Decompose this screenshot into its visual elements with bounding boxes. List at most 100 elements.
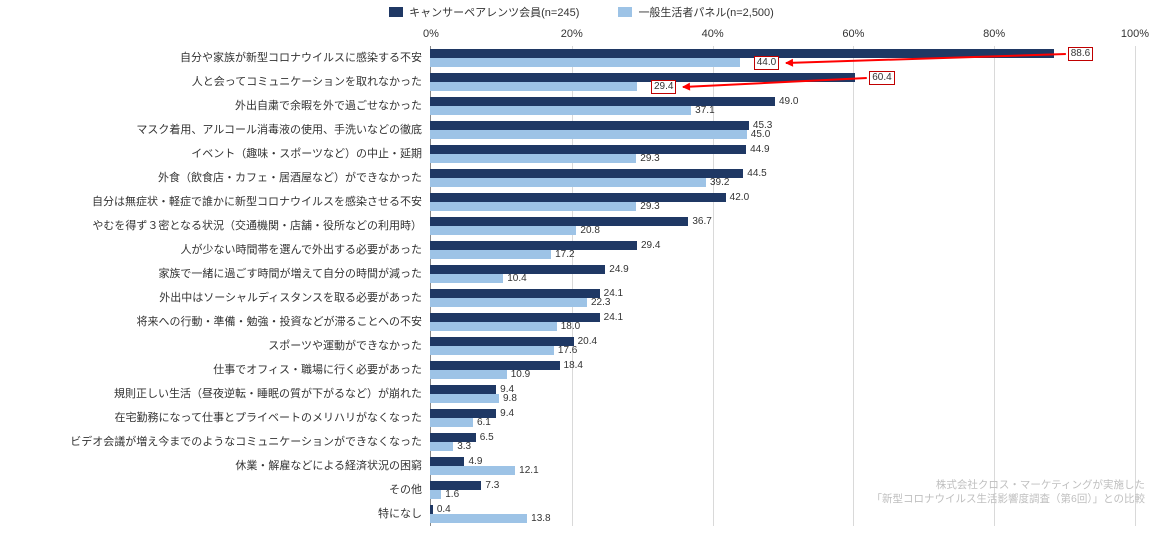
value-label-s1: 9.4 <box>500 409 514 418</box>
chart-row: 規則正しい生活（昼夜逆転・睡眠の質が下がるなど）が崩れた <box>0 382 1163 406</box>
value-label-s1: 36.7 <box>692 217 711 226</box>
bar-series2 <box>430 130 747 139</box>
bar-series2 <box>430 394 499 403</box>
legend-swatch-s1 <box>389 7 403 17</box>
value-label-s2: 29.3 <box>640 154 659 163</box>
bar-series2 <box>430 178 706 187</box>
legend-item-series1: キャンサーペアレンツ会員(n=245) <box>389 4 579 20</box>
bar-series2 <box>430 466 515 475</box>
value-label-s1: 6.5 <box>480 433 494 442</box>
chart-footnote: 株式会社クロス・マーケティングが実施した 「新型コロナウイルス生活影響度調査（第… <box>872 478 1145 507</box>
chart-row: ビデオ会議が増え今までのようなコミュニケーションができなくなった <box>0 430 1163 454</box>
chart-row: 在宅勤務になって仕事とプライベートのメリハリがなくなった <box>0 406 1163 430</box>
value-label-s1: 29.4 <box>641 241 660 250</box>
value-label-s2: 20.8 <box>580 226 599 235</box>
value-label-s1: 44.5 <box>747 169 766 178</box>
value-label-s2: 9.8 <box>503 394 517 403</box>
chart-container: 0%20%40%60%80%100% 自分や家族が新型コロナウイルスに感染する不… <box>0 26 1163 526</box>
bar-series2 <box>430 106 691 115</box>
bar-series1 <box>430 385 496 394</box>
bar-series1 <box>430 505 433 514</box>
value-label-s2: 10.9 <box>511 370 530 379</box>
bar-series1 <box>430 193 726 202</box>
value-label-s1: 24.1 <box>604 313 623 322</box>
bar-series1 <box>430 457 464 466</box>
footnote-line1: 株式会社クロス・マーケティングが実施した <box>872 478 1145 493</box>
legend-swatch-s2 <box>618 7 632 17</box>
category-label: ビデオ会議が増え今までのようなコミュニケーションができなくなった <box>0 436 422 448</box>
category-label: イベント（趣味・スポーツなど）の中止・延期 <box>0 148 422 160</box>
legend-label-s2: 一般生活者パネル(n=2,500) <box>638 4 773 20</box>
legend-item-series2: 一般生活者パネル(n=2,500) <box>618 4 773 20</box>
category-label: 自分や家族が新型コロナウイルスに感染する不安 <box>0 52 422 64</box>
value-label-s1: 18.4 <box>564 361 583 370</box>
category-label: 外出自粛で余暇を外で過ごせなかった <box>0 100 422 112</box>
category-label: 自分は無症状・軽症で誰かに新型コロナウイルスを感染させる不安 <box>0 196 422 208</box>
chart-row: 自分は無症状・軽症で誰かに新型コロナウイルスを感染させる不安 <box>0 190 1163 214</box>
value-box-s1: 60.4 <box>869 71 894 85</box>
category-label: 規則正しい生活（昼夜逆転・睡眠の質が下がるなど）が崩れた <box>0 388 422 400</box>
value-box-s2: 44.0 <box>754 56 779 70</box>
category-label: その他 <box>0 484 422 496</box>
bar-series2 <box>430 226 576 235</box>
value-box-s2: 29.4 <box>651 80 676 94</box>
footnote-line2: 「新型コロナウイルス生活影響度調査（第6回）」との比較 <box>872 492 1145 507</box>
value-label-s2: 1.6 <box>445 490 459 499</box>
chart-row: マスク着用、アルコール消毒液の使用、手洗いなどの徹底 <box>0 118 1163 142</box>
value-label-s2: 39.2 <box>710 178 729 187</box>
value-label-s1: 4.9 <box>468 457 482 466</box>
value-label-s2: 12.1 <box>519 466 538 475</box>
bar-series2 <box>430 346 554 355</box>
category-label: 仕事でオフィス・職場に行く必要があった <box>0 364 422 376</box>
bar-series2 <box>430 250 551 259</box>
value-label-s1: 24.9 <box>609 265 628 274</box>
value-label-s2: 10.4 <box>507 274 526 283</box>
bar-series2 <box>430 154 636 163</box>
bar-series1 <box>430 289 600 298</box>
chart-row: 将来への行動・準備・勉強・投資などが滞ることへの不安 <box>0 310 1163 334</box>
bar-series1 <box>430 145 746 154</box>
bar-series2 <box>430 514 527 523</box>
chart-row: 外出自粛で余暇を外で過ごせなかった <box>0 94 1163 118</box>
bar-series2 <box>430 274 503 283</box>
value-label-s2: 17.2 <box>555 250 574 259</box>
bar-series2 <box>430 442 453 451</box>
bar-series2 <box>430 322 557 331</box>
x-axis-tick-label: 100% <box>1121 28 1149 40</box>
bar-series2 <box>430 82 637 91</box>
value-label-s2: 18.0 <box>561 322 580 331</box>
x-axis-tick-label: 20% <box>561 28 583 40</box>
value-label-s2: 29.3 <box>640 202 659 211</box>
value-label-s2: 45.0 <box>751 130 770 139</box>
chart-row: 人が少ない時間帯を選んで外出する必要があった <box>0 238 1163 262</box>
value-label-s1: 7.3 <box>485 481 499 490</box>
bar-series1 <box>430 97 775 106</box>
value-label-s2: 13.8 <box>531 514 550 523</box>
chart-legend: キャンサーペアレンツ会員(n=245) 一般生活者パネル(n=2,500) <box>0 4 1163 20</box>
bar-series2 <box>430 58 740 67</box>
chart-row: イベント（趣味・スポーツなど）の中止・延期 <box>0 142 1163 166</box>
value-box-s1: 88.6 <box>1068 47 1093 61</box>
legend-label-s1: キャンサーペアレンツ会員(n=245) <box>409 4 579 20</box>
bar-series1 <box>430 121 749 130</box>
value-label-s2: 3.3 <box>457 442 471 451</box>
category-label: 人と会ってコミュニケーションを取れなかった <box>0 76 422 88</box>
bar-series1 <box>430 361 560 370</box>
chart-row: 家族で一緒に過ごす時間が増えて自分の時間が減った <box>0 262 1163 286</box>
category-label: スポーツや運動ができなかった <box>0 340 422 352</box>
value-label-s1: 49.0 <box>779 97 798 106</box>
chart-row: 休業・解雇などによる経済状況の困窮 <box>0 454 1163 478</box>
category-label: 休業・解雇などによる経済状況の困窮 <box>0 460 422 472</box>
category-label: 在宅勤務になって仕事とプライベートのメリハリがなくなった <box>0 412 422 424</box>
x-axis-tick-label: 0% <box>423 28 439 40</box>
category-label: 家族で一緒に過ごす時間が増えて自分の時間が減った <box>0 268 422 280</box>
value-label-s2: 17.6 <box>558 346 577 355</box>
value-label-s1: 0.4 <box>437 505 451 514</box>
bar-series2 <box>430 370 507 379</box>
value-label-s1: 20.4 <box>578 337 597 346</box>
category-label: 人が少ない時間帯を選んで外出する必要があった <box>0 244 422 256</box>
category-label: 将来への行動・準備・勉強・投資などが滞ることへの不安 <box>0 316 422 328</box>
value-label-s2: 22.3 <box>591 298 610 307</box>
bar-series2 <box>430 202 636 211</box>
value-label-s2: 6.1 <box>477 418 491 427</box>
